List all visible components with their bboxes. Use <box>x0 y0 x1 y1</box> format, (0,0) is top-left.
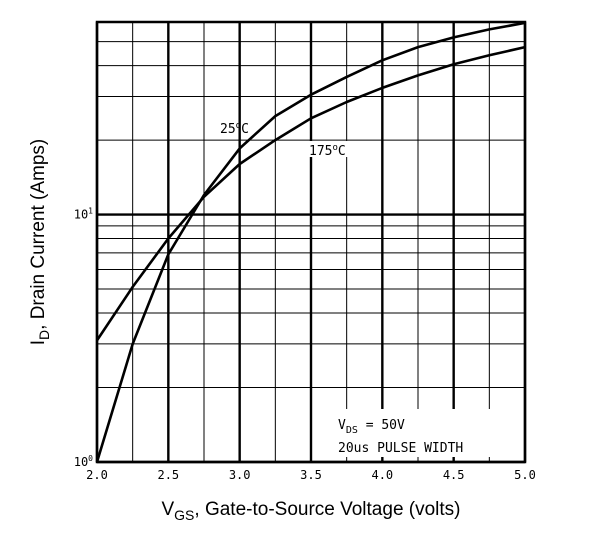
series-lines <box>95 21 526 463</box>
y-axis-label-main: I <box>28 340 49 345</box>
x-tick-label: 4.5 <box>443 468 465 482</box>
x-axis-label-main: V <box>161 499 174 520</box>
label-175c-degree: o <box>332 143 337 153</box>
label-25c-degree: o <box>236 121 241 131</box>
y-tick-label: 100 <box>74 454 93 469</box>
series-line-25c <box>95 21 526 463</box>
x-tick-label: 4.0 <box>371 468 393 482</box>
y-axis-label: ID, Drain Current (Amps) <box>28 139 52 346</box>
label-175c-unit: C <box>338 144 346 159</box>
x-axis-label-sub: GS <box>174 507 194 523</box>
label-175c-backdrop <box>306 141 354 157</box>
x-axis-label: VGS, Gate-to-Source Voltage (volts) <box>161 499 460 523</box>
x-tick-label: 2.5 <box>157 468 179 482</box>
label-175c: 175oC <box>309 143 346 159</box>
conditions-backdrop <box>332 409 522 457</box>
y-tick-base: 10 <box>74 455 88 469</box>
label-25c-unit: C <box>241 122 249 137</box>
x-tick-label: 3.0 <box>229 468 251 482</box>
y-tick-exponent: 0 <box>88 454 93 463</box>
vds-sub: DS <box>346 425 358 436</box>
grid-lines <box>95 21 527 464</box>
y-tick-exponent: 1 <box>88 207 93 216</box>
plot-frame <box>95 20 527 464</box>
y-axis-label-rest: , Drain Current (Amps) <box>28 139 49 330</box>
vds-main: V <box>338 418 346 433</box>
vds-rest: = 50V <box>358 418 405 433</box>
x-tick-label: 5.0 <box>514 468 536 482</box>
label-175c-value: 175 <box>309 144 332 159</box>
label-25c-value: 25 <box>220 122 236 137</box>
y-tick-base: 10 <box>74 208 88 222</box>
y-axis-label-sub: D <box>36 330 52 340</box>
x-tick-label: 2.0 <box>86 468 108 482</box>
x-tick-label: 3.5 <box>300 468 322 482</box>
pulse-width-condition: 20us PULSE WIDTH <box>338 441 463 456</box>
vds-condition: VDS = 50V <box>338 418 405 436</box>
series-line-175c <box>95 45 526 342</box>
label-25c: 25oC <box>220 121 249 137</box>
y-tick-label: 101 <box>74 207 93 222</box>
x-axis-label-rest: , Gate-to-Source Voltage (volts) <box>194 499 460 520</box>
